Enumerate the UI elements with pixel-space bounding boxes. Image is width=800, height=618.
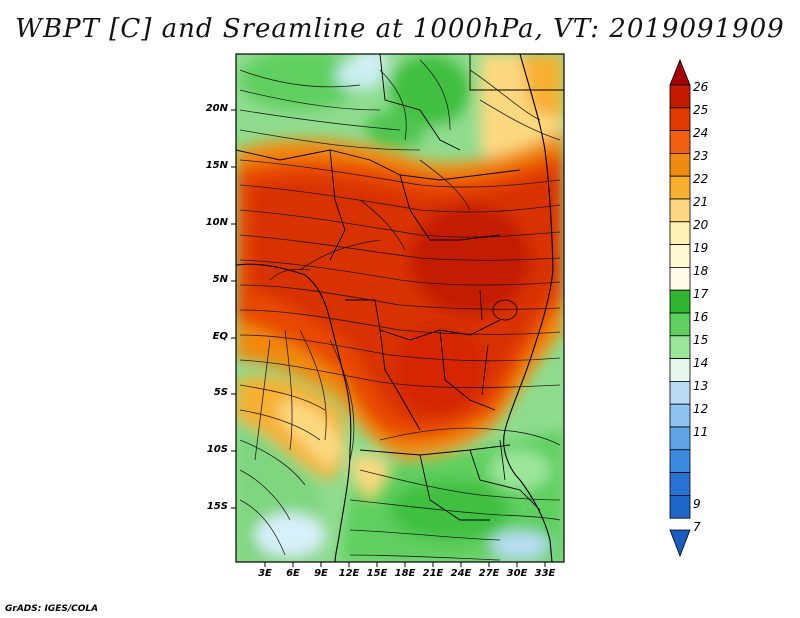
lon-label-9e: 9E bbox=[314, 568, 328, 579]
lat-ticks bbox=[231, 109, 236, 509]
colorbar-label-26: 26 bbox=[693, 80, 709, 94]
coastline bbox=[236, 54, 554, 562]
lon-label-15e: 15E bbox=[366, 568, 388, 579]
colorbar-label-7: 7 bbox=[693, 520, 701, 534]
colorbar-top-arrow bbox=[669, 58, 691, 86]
colorbar-label-9: 9 bbox=[693, 497, 701, 511]
colorbar-label-12: 12 bbox=[693, 402, 709, 416]
colorbar-label-19: 19 bbox=[693, 241, 709, 255]
lon-label-30e: 30E bbox=[506, 568, 528, 579]
colorbar-label-14: 14 bbox=[693, 356, 709, 370]
map-frame bbox=[235, 53, 565, 563]
lat-label-20n: 20N bbox=[205, 103, 228, 114]
lat-label-15n: 15N bbox=[205, 160, 228, 171]
lat-label-10s: 10S bbox=[206, 444, 228, 455]
colorbar-label-15: 15 bbox=[693, 333, 709, 347]
colorbar-label-17: 17 bbox=[693, 287, 709, 301]
lon-label-33e: 33E bbox=[534, 568, 556, 579]
lat-label-5n: 5N bbox=[212, 274, 228, 285]
colorbar-label-13: 13 bbox=[693, 379, 709, 393]
colorbar-label-24: 24 bbox=[693, 126, 709, 140]
plot-title: WBPT [C] and Sreamline at 1000hPa, VT: 2… bbox=[15, 14, 785, 44]
colorbar-label-21: 21 bbox=[693, 195, 709, 209]
colorbar bbox=[669, 58, 691, 558]
lon-label-24e: 24E bbox=[450, 568, 472, 579]
lat-label-eq: EQ bbox=[212, 331, 228, 342]
lon-label-27e: 27E bbox=[478, 568, 500, 579]
colorbar-label-20: 20 bbox=[693, 218, 709, 232]
lat-label-10n: 10N bbox=[205, 217, 228, 228]
country-borders bbox=[236, 54, 564, 521]
wbpt-field bbox=[236, 54, 564, 562]
lon-label-3e: 3E bbox=[258, 568, 272, 579]
lon-label-12e: 12E bbox=[338, 568, 360, 579]
lakes bbox=[479, 289, 518, 481]
lon-label-21e: 21E bbox=[422, 568, 444, 579]
colorbar-label-25: 25 bbox=[693, 103, 709, 117]
colorbar-bottom-arrow bbox=[669, 529, 691, 558]
colorbar-label-16: 16 bbox=[693, 310, 709, 324]
lat-label-15s: 15S bbox=[206, 501, 228, 512]
lat-label-5s: 5S bbox=[213, 387, 228, 398]
colorbar-label-22: 22 bbox=[693, 172, 709, 186]
colorbar-label-18: 18 bbox=[693, 264, 709, 278]
lon-ticks bbox=[264, 562, 546, 567]
lon-label-18e: 18E bbox=[394, 568, 416, 579]
colorbar-label-23: 23 bbox=[693, 149, 709, 163]
grads-credit: GrADS: IGES/COLA bbox=[5, 604, 99, 614]
streamlines bbox=[239, 59, 561, 561]
lon-label-6e: 6E bbox=[286, 568, 300, 579]
colorbar-label-11: 11 bbox=[693, 425, 709, 439]
